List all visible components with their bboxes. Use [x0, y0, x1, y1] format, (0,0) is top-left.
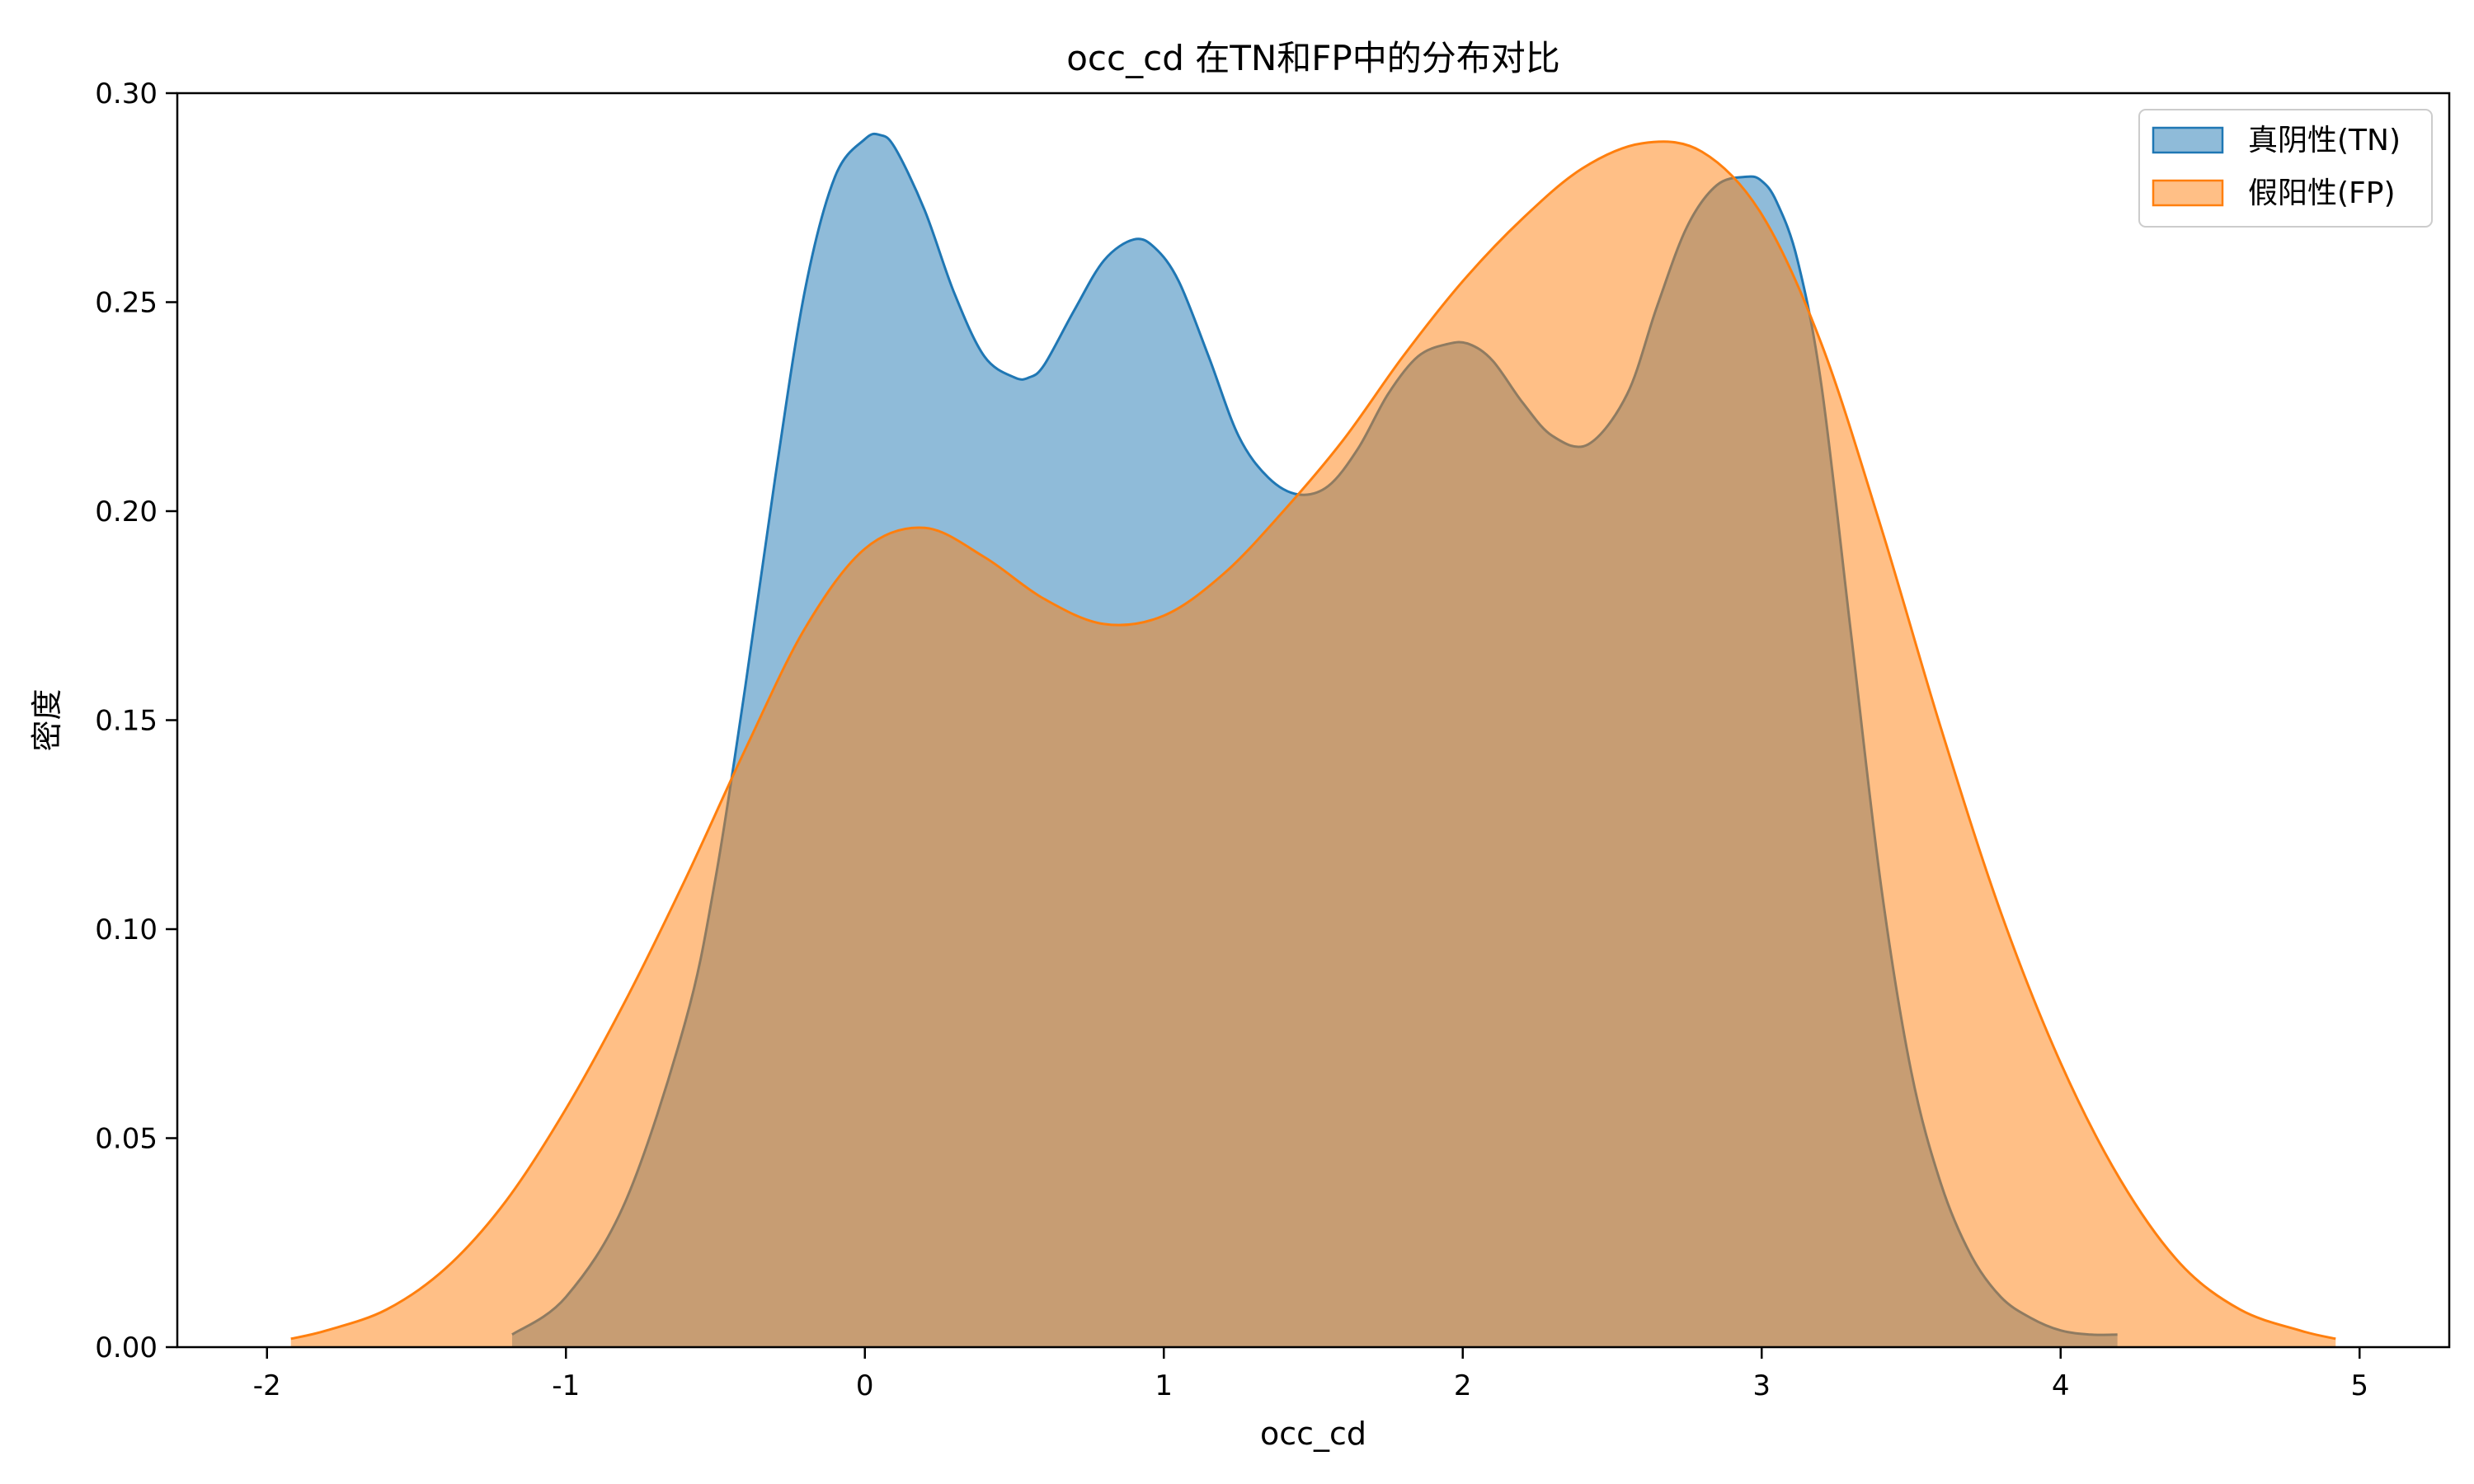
- series-layer: [290, 132, 2336, 1348]
- chart-title: occ_cd 在TN和FP中的分布对比: [1066, 38, 1560, 78]
- series-group-1: [290, 140, 2336, 1347]
- legend: 真阴性(TN) 假阳性(FP): [2138, 109, 2433, 228]
- y-tick-label: 0.05: [95, 1123, 158, 1156]
- y-tick-label: 0.20: [95, 495, 158, 528]
- y-tick-label: 0.25: [95, 287, 158, 320]
- y-tick-label: 0.10: [95, 913, 158, 946]
- x-tick-label: -2: [253, 1369, 281, 1402]
- y-tick-label: 0.15: [95, 705, 158, 738]
- y-tick-label: 0.30: [95, 77, 158, 110]
- legend-swatch-0: [2152, 126, 2224, 154]
- x-axis-title: occ_cd: [1260, 1416, 1366, 1452]
- legend-swatch-1: [2152, 179, 2224, 207]
- x-tick-label: -1: [552, 1369, 580, 1402]
- x-tick-label: 1: [1155, 1369, 1173, 1402]
- x-tick-label: 2: [1454, 1369, 1472, 1402]
- series-area-1: [290, 141, 2336, 1347]
- legend-label-1: 假阳性(FP): [2248, 176, 2396, 210]
- x-axis-ticks: -2 -1 0 1 2 3 4 5: [253, 1347, 2368, 1402]
- x-tick-label: 4: [2052, 1369, 2070, 1402]
- y-tick-label: 0.00: [95, 1331, 158, 1364]
- legend-label-0: 真阴性(TN): [2248, 124, 2401, 157]
- y-axis-title: 密度: [29, 688, 65, 751]
- series-line-1: [290, 140, 2336, 1341]
- x-tick-label: 3: [1752, 1369, 1771, 1402]
- x-tick-label: 5: [2350, 1369, 2368, 1402]
- x-tick-label: 0: [856, 1369, 874, 1402]
- y-axis-ticks: 0.00 0.05 0.10 0.15 0.20 0.25 0.30: [95, 77, 177, 1364]
